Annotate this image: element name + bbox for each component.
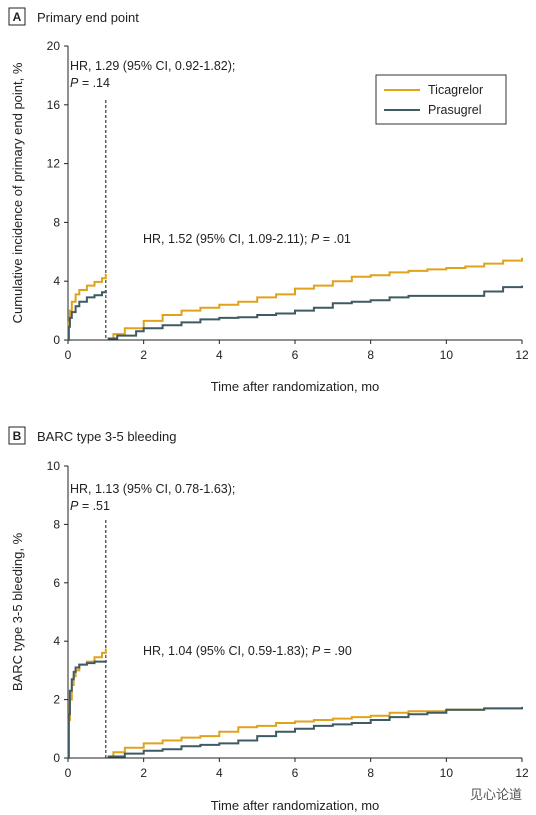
x-tick-label: 2 <box>140 766 147 780</box>
legend-box <box>375 74 507 125</box>
hr-annotation-run: = .14 <box>78 76 110 90</box>
hr-annotation-run: P <box>311 232 320 246</box>
series-line-prasugrel-segment-2 <box>107 706 523 758</box>
y-tick-label: 0 <box>53 333 60 347</box>
series-line-ticagrelor-segment-1 <box>67 273 107 341</box>
panel-letter-box <box>8 7 26 26</box>
series-line-ticagrelor-segment-2 <box>107 707 522 758</box>
series-line-ticagrelor-segment-2 <box>107 257 523 340</box>
x-tick-label: 0 <box>65 766 72 780</box>
hr-annotation-run: P <box>70 76 79 90</box>
y-tick-label: 12 <box>47 157 61 171</box>
panel-title: Primary end point <box>37 10 139 25</box>
series-line-prasugrel-segment-1 <box>67 660 107 759</box>
x-tick-label: 4 <box>216 766 223 780</box>
hr-annotation-line: HR, 1.04 (95% CI, 0.59-1.83); P = .90 <box>143 644 352 658</box>
panel-letter-box <box>8 426 26 445</box>
series-line-prasugrel-segment-1 <box>67 290 107 341</box>
x-tick-label: 0 <box>65 348 72 362</box>
hr-annotation-run: P <box>70 499 79 513</box>
x-tick-label: 6 <box>292 766 299 780</box>
chart-panel-a: A Primary end point 0 4 8 12 16 20 0 2 4 6 8 10 12 Time… <box>8 7 529 394</box>
y-tick-label: 4 <box>53 274 60 288</box>
hr-annotation-run: = .90 <box>320 644 352 658</box>
y-tick-label: 4 <box>53 634 60 648</box>
hr-annotation-run: HR, 1.13 (95% CI, 0.78-1.63); <box>70 482 235 496</box>
y-tick-label: 2 <box>53 693 60 707</box>
x-tick-label: 8 <box>367 348 374 362</box>
x-tick-label: 12 <box>515 348 529 362</box>
chart-panel-b: B BARC type 3-5 bleeding 0 2 4 6 8 10 0 2 4 6 8 10 12 T… <box>8 426 529 813</box>
hr-annotation-run: = .51 <box>78 499 110 513</box>
hr-annotation-line: HR, 1.29 (95% CI, 0.92-1.82); <box>70 59 235 73</box>
y-tick-label: 6 <box>53 576 60 590</box>
hr-annotation-run: P <box>312 644 321 658</box>
x-tick-label: 6 <box>292 348 299 362</box>
hr-annotation-line: HR, 1.52 (95% CI, 1.09-2.11); P = .01 <box>143 232 351 246</box>
x-tick-label: 4 <box>216 348 223 362</box>
hr-annotation-run: HR, 1.52 (95% CI, 1.09-2.11); <box>143 232 311 246</box>
legend-label-ticagrelor: Ticagrelor <box>428 83 483 97</box>
hr-annotation-run: = .01 <box>319 232 351 246</box>
watermark-text: 见心论道 <box>469 788 522 803</box>
x-tick-label: 12 <box>515 766 529 780</box>
hr-annotation-line: P = .51 <box>70 499 110 513</box>
y-tick-label: 8 <box>53 215 60 229</box>
y-tick-label: 16 <box>47 98 61 112</box>
x-tick-label: 8 <box>367 766 374 780</box>
x-axis-label: Time after randomization, mo <box>211 379 380 394</box>
y-tick-label: 8 <box>53 517 60 531</box>
hr-annotation-run: HR, 1.29 (95% CI, 0.92-1.82); <box>70 59 235 73</box>
y-axis-label: Cumulative incidence of primary end poin… <box>10 62 25 323</box>
panel-letter: B <box>13 429 22 443</box>
x-tick-label: 10 <box>440 348 454 362</box>
series-line-prasugrel-segment-2 <box>107 285 523 340</box>
x-tick-label: 10 <box>440 766 454 780</box>
hr-annotation-line: HR, 1.13 (95% CI, 0.78-1.63); <box>70 482 235 496</box>
hr-annotation-run: HR, 1.04 (95% CI, 0.59-1.83); <box>143 644 312 658</box>
x-axis-label: Time after randomization, mo <box>211 798 380 813</box>
y-axis-label: BARC type 3-5 bleeding, % <box>10 532 25 691</box>
y-tick-label: 0 <box>53 751 60 765</box>
panel-title: BARC type 3-5 bleeding <box>37 429 176 444</box>
panel-letter: A <box>13 10 22 24</box>
hr-annotation-line: P = .14 <box>70 76 110 90</box>
y-tick-label: 10 <box>47 459 61 473</box>
y-tick-label: 20 <box>47 39 61 53</box>
x-tick-label: 2 <box>140 348 147 362</box>
legend-label-prasugrel: Prasugrel <box>428 103 482 117</box>
